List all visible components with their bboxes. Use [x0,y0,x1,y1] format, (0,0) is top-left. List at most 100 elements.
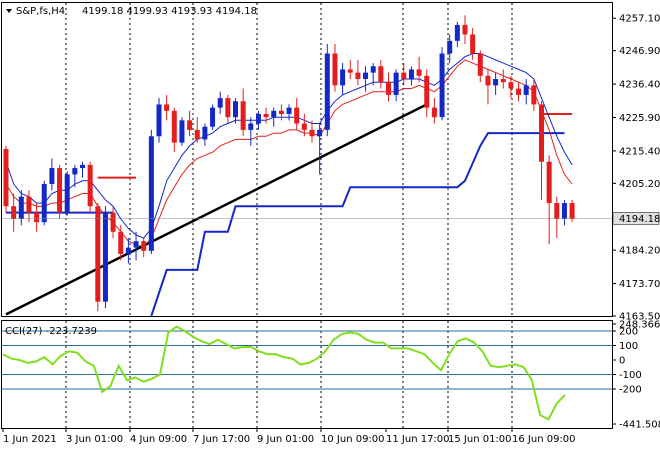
last-price-tag [612,212,660,225]
time-tick-label: 15 Jun 01:00 [448,434,512,445]
candle-body [569,203,575,219]
candle-body [133,241,139,248]
ohlc-values: 4199.18 4199.93 4193.93 4194.18 [82,6,257,17]
candle-body [370,66,376,73]
time-tick-label: 7 Jun 17:00 [193,434,250,445]
candle-body [500,78,506,83]
candle-body [210,107,216,127]
candle-body [240,101,246,130]
candle-body [87,164,93,207]
candle-body [439,53,445,118]
candle-body [523,85,529,95]
candle-body [386,82,391,95]
price-tick-label: 4163.50 [619,312,660,323]
candle-body [202,126,208,140]
candle-body [470,34,476,54]
candle-body [301,123,307,130]
trendline-layer [5,103,428,316]
candle-body [72,168,78,175]
candle-body [332,53,338,86]
time-axis: 1 Jun 2021 3 Jun 01:00 4 Jun 09:00 7 Jun 17… [2,428,576,445]
cci-title: CCI(27) -223.7239 [5,326,97,337]
time-tick-label: 9 Jun 01:00 [257,434,314,445]
candle-body [64,174,70,213]
candle-body [34,212,40,223]
cci-line [2,325,566,421]
stepline [150,132,565,317]
candle-body [309,129,315,137]
candle-body [324,53,330,130]
price-axis: 4257.10 4246.90 4236.40 4225.90 4215.40 4205.… [2,14,660,323]
price-tick-label: 4246.90 [619,46,660,57]
candle-body [355,72,361,79]
candle-body [148,136,154,251]
time-tick-label: 4 Jun 09:00 [130,434,187,445]
symbol-label: S&P,fs,H4 [16,6,65,17]
price-tick-label: 4257.10 [619,14,660,25]
candle-body [248,123,254,130]
time-tick-label: 16 Jun 09:00 [512,434,576,445]
cci-tick-label: 100 [619,341,638,352]
candle-body [18,196,24,219]
candle-body [424,75,430,108]
candle-body [531,85,537,105]
candle-body [263,113,269,118]
cci-axis: 248.3664200 100 0 -100 -200 -441.5089 [612,320,660,431]
ma-line [5,59,573,249]
time-tick-label: 1 Jun 2021 [3,434,57,445]
candle-body [516,88,522,95]
candle-body [447,40,453,54]
candle-body [378,66,384,83]
time-tick-label: 3 Jun 01:00 [66,434,123,445]
candle-body [110,212,116,232]
candle-body [164,104,170,111]
candle-body [102,212,108,302]
price-tick-label: 4205.20 [619,179,660,190]
time-tick-label: 11 Jun 17:00 [386,434,450,445]
candle-body [271,110,277,118]
candle-body [485,75,491,86]
stepline-layer [150,132,565,317]
candle-body [286,107,292,114]
candle-body [141,241,147,251]
candle-body [278,110,284,114]
candle-body [416,69,422,76]
price-tick-label: 4236.40 [619,80,660,91]
candle-body [225,98,231,118]
candle-body [194,129,200,140]
cci-tick-label: -200 [619,384,642,395]
cci-tick-label: 200 [619,327,638,338]
candle-body [477,53,483,76]
cci-tick-label: -100 [619,370,642,381]
cci-tick-label: 0 [619,356,625,367]
main-panel-frame [1,2,613,317]
candle-body [539,104,544,162]
candle-body [454,24,460,41]
candle-body [3,148,9,207]
candle-body [125,247,131,254]
price-tick-label: 4184.20 [619,246,660,257]
candle-body [294,107,300,124]
cci-layer [2,325,612,421]
candle-body [41,183,47,223]
candle-body [179,120,185,143]
candle-body [546,161,552,204]
candle-body [340,69,346,86]
time-tick-label: 10 Jun 09:00 [321,434,385,445]
candle-body [49,168,55,184]
cci-tick-label: -441.5089 [619,420,660,431]
candle-body [317,129,323,137]
candle-body [393,72,399,95]
candle-body [363,72,369,79]
candle-body [217,98,223,108]
candle-body [431,107,437,118]
price-tick-label: 4173.70 [619,279,660,290]
candle-body [80,164,85,169]
candle-body [118,231,124,254]
chevron-down-icon[interactable] [6,9,12,13]
candle-body [561,203,567,219]
price-tick-label: 4194.18 [619,214,660,225]
candle-body [95,206,101,302]
candle-body [462,24,468,35]
